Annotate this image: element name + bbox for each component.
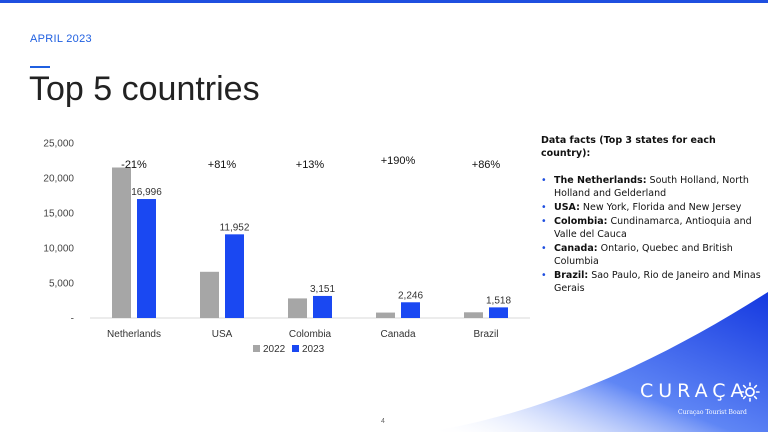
fact-item-colombia: • Colombia: Cundinamarca, Antioquia and V…: [541, 215, 763, 241]
bullet-icon: •: [541, 270, 547, 281]
bar-2023: [489, 307, 508, 318]
fact-country: Canada:: [554, 243, 598, 254]
fact-item-netherlands: • The Netherlands: South Holland, North H…: [541, 174, 763, 200]
fact-text: New York, Florida and New Jersey: [579, 202, 742, 213]
y-tick-label: 10,000: [43, 244, 74, 255]
data-facts-list: • The Netherlands: South Holland, North H…: [541, 174, 763, 295]
change-label: +81%: [208, 159, 237, 171]
bullet-icon: •: [541, 175, 547, 186]
y-tick-label: 25,000: [43, 139, 74, 150]
curacao-logo: CURAÇA Curaçao Tourist Board: [640, 380, 760, 424]
bar-2023: [137, 199, 156, 318]
bullet-icon: •: [541, 243, 547, 254]
page-number: 4: [381, 418, 385, 425]
y-tick-label: 5,000: [49, 279, 74, 290]
fact-item-usa: • USA: New York, Florida and New Jersey: [541, 201, 763, 214]
bar-2022: [288, 298, 307, 318]
logo-wordmark: CURAÇA: [640, 380, 749, 402]
bullet-icon: •: [541, 202, 547, 213]
legend-swatch-2022: [253, 345, 260, 352]
fact-country: USA:: [554, 202, 580, 213]
fact-text: Cundinamarca, Antioquia and Valle del Ca…: [554, 216, 752, 240]
x-tick-label: Colombia: [289, 329, 332, 340]
data-facts-panel: Data facts (Top 3 states for each countr…: [541, 134, 763, 296]
bar-2023: [225, 234, 244, 318]
title-rule: [30, 66, 50, 68]
y-tick-label: -: [71, 314, 74, 325]
report-date: APRIL 2023: [30, 33, 92, 45]
change-label: +86%: [472, 159, 501, 171]
legend-label: 2023: [302, 344, 325, 355]
y-tick-label: 15,000: [43, 209, 74, 220]
data-label: 11,952: [220, 222, 250, 233]
logo-subtitle: Curaçao Tourist Board: [678, 409, 747, 416]
change-label: +190%: [381, 155, 416, 167]
fact-text: South Holland, North Holland and Gelderl…: [554, 175, 749, 199]
fact-country: Colombia:: [554, 216, 608, 227]
x-tick-label: Canada: [380, 329, 415, 340]
bar-2023: [313, 295, 332, 318]
data-label: 2,246: [398, 290, 423, 301]
data-label: 1,518: [486, 295, 511, 306]
fact-country: Brazil:: [554, 270, 589, 281]
bar-2022: [464, 312, 483, 318]
legend-swatch-2023: [292, 345, 299, 352]
fact-item-canada: • Canada: Ontario, Quebec and British Col…: [541, 242, 763, 268]
sun-icon: [740, 382, 760, 402]
change-label: -21%: [121, 159, 147, 171]
bar-2022: [376, 312, 395, 318]
x-tick-label: Netherlands: [107, 329, 161, 340]
change-label: +13%: [296, 159, 325, 171]
fact-country: The Netherlands:: [554, 175, 647, 186]
bar-2023: [401, 302, 420, 318]
y-tick-label: 20,000: [43, 174, 74, 185]
fact-item-brazil: • Brazil: Sao Paulo, Rio de Janeiro and M…: [541, 269, 763, 295]
page-title: Top 5 countries: [29, 70, 260, 108]
bar-2022: [200, 271, 219, 318]
data-label: 3,151: [310, 284, 335, 295]
fact-text: Sao Paulo, Rio de Janeiro and Minas Gera…: [554, 270, 761, 294]
data-facts-heading: Data facts (Top 3 states for each countr…: [541, 135, 716, 159]
corner-gradient: [428, 292, 768, 432]
data-label: 16,996: [131, 187, 162, 198]
legend-label: 2022: [263, 344, 286, 355]
x-tick-label: USA: [212, 329, 233, 340]
top-accent-bar: [0, 0, 768, 3]
bar-2022: [112, 167, 131, 318]
x-tick-label: Brazil: [473, 329, 498, 340]
bullet-icon: •: [541, 216, 547, 227]
fact-text: Ontario, Quebec and British Columbia: [554, 243, 733, 267]
